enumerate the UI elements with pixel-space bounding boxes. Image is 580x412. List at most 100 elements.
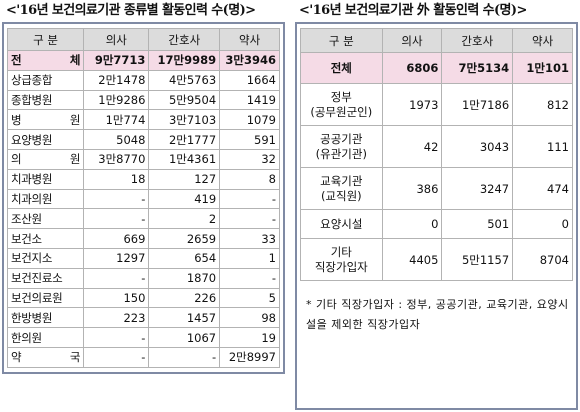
table-row: 상급종합 2만1478 4만5763 1664 bbox=[6, 69, 280, 91]
doctor-value: 1973 bbox=[381, 83, 443, 126]
pharmacist-value: 1 bbox=[219, 247, 280, 269]
row-label-sub: (공무원군인) bbox=[310, 104, 373, 119]
doctor-value: - bbox=[83, 327, 150, 348]
header-pharmacist: 약사 bbox=[512, 28, 573, 53]
pharmacist-value: 1079 bbox=[219, 109, 280, 131]
doctor-value: - bbox=[83, 188, 150, 210]
row-label: 공공기관 (유관기관) bbox=[300, 125, 383, 168]
nurse-value: 2 bbox=[148, 208, 221, 230]
pharmacist-value: 812 bbox=[512, 83, 573, 126]
row-label: 치과병원 bbox=[6, 168, 85, 190]
pharmacist-value: 111 bbox=[512, 125, 573, 168]
row-label: 종합병원 bbox=[6, 89, 85, 111]
row-label: 보건의료원 bbox=[6, 287, 85, 309]
pharmacist-value: 98 bbox=[219, 307, 280, 329]
table-row: 보건진료소 -1870- bbox=[6, 267, 280, 289]
doctor-value: 669 bbox=[83, 228, 150, 249]
doctor-value: 9만7713 bbox=[83, 50, 150, 71]
header-category: 구 분 bbox=[6, 28, 85, 51]
row-label-main: 정부 bbox=[330, 89, 352, 104]
right-table-box: 구 분 의사 간호사 약사 전체 6806 7만5134 1만101 정부 (공무… bbox=[295, 22, 578, 410]
row-label: 보건진료소 bbox=[6, 267, 85, 289]
footnote: * 기타 직장가입자 : 정부, 공공기관, 교육기관, 요양시설을 제외한 직… bbox=[306, 298, 569, 331]
doctor-value: - bbox=[83, 346, 150, 368]
header-doctor: 의사 bbox=[381, 28, 443, 53]
row-label: 요양시설 bbox=[300, 209, 383, 239]
pharmacist-value: 1만101 bbox=[512, 52, 573, 84]
row-label: 정부 (공무원군인) bbox=[300, 83, 383, 126]
right-table-title: <'16년 보건의료기관 外 활동인력 수(명)> bbox=[299, 3, 527, 18]
pharmacist-value: 5 bbox=[219, 287, 280, 309]
doctor-value: 150 bbox=[83, 287, 150, 309]
doctor-value: 18 bbox=[83, 168, 150, 190]
pharmacist-value: 8 bbox=[219, 168, 280, 190]
pharmacist-value: 1419 bbox=[219, 89, 280, 111]
row-label: 조산원 bbox=[6, 208, 85, 230]
table-row: 보건지소 1297 654 1 bbox=[6, 247, 280, 269]
pharmacist-value: 2만8997 bbox=[219, 346, 280, 368]
doctor-value: 223 bbox=[83, 307, 150, 329]
row-label-main: 기타 bbox=[330, 244, 352, 259]
table-row: 보건의료원 150 226 5 bbox=[6, 287, 280, 309]
table-row: 한방병원 223 1457 98 bbox=[6, 307, 280, 329]
pharmacist-value: 0 bbox=[512, 209, 573, 239]
nurse-value: 127 bbox=[148, 168, 221, 190]
doctor-value: - bbox=[83, 208, 150, 230]
pharmacist-value: - bbox=[219, 188, 280, 210]
row-label-sub: 직장가입자 bbox=[314, 259, 368, 274]
row-label: 보건소 bbox=[6, 228, 85, 249]
doctor-value: 5048 bbox=[83, 129, 150, 150]
nurse-value: 226 bbox=[148, 287, 221, 309]
left-table-title: <'16년 보건의료기관 종류별 활동인력 수(명)> bbox=[6, 3, 256, 18]
table-row: 조산원 -2- bbox=[6, 208, 280, 230]
pharmacist-value: 3만3946 bbox=[219, 50, 280, 71]
table-row: 교육기관 (교직원) 386 3247 474 bbox=[300, 167, 573, 210]
nurse-value: 2659 bbox=[148, 228, 221, 249]
table-row: 한의원 -1067 19 bbox=[6, 327, 280, 348]
table-row: 요양병원 5048 2만1777 591 bbox=[6, 129, 280, 150]
pharmacist-value: 591 bbox=[219, 129, 280, 150]
doctor-value: 1만9286 bbox=[83, 89, 150, 111]
table-row: 약 국 - -2만8997 bbox=[6, 346, 280, 368]
nurse-value: 3043 bbox=[441, 125, 514, 168]
pharmacist-value: 474 bbox=[512, 167, 573, 210]
doctor-value: 3만8770 bbox=[83, 148, 150, 170]
nurse-value: 1870 bbox=[148, 267, 221, 289]
nurse-value: 654 bbox=[148, 247, 221, 269]
nurse-value: 1만4361 bbox=[148, 148, 221, 170]
pharmacist-value: 32 bbox=[219, 148, 280, 170]
row-label: 교육기관 (교직원) bbox=[300, 167, 383, 210]
nurse-value: 1457 bbox=[148, 307, 221, 329]
row-label: 전체 bbox=[300, 52, 383, 84]
table-row: 의 원 3만8770 1만4361 32 bbox=[6, 148, 280, 170]
table-row: 종합병원 1만9286 5만9504 1419 bbox=[6, 89, 280, 111]
table-row: 공공기관 (유관기관) 42 3043 111 bbox=[300, 125, 573, 168]
row-label-sub: (유관기관) bbox=[315, 146, 367, 161]
nurse-value: 3247 bbox=[441, 167, 514, 210]
doctor-value: 386 bbox=[381, 167, 443, 210]
table-row: 정부 (공무원군인) 1973 1만7186 812 bbox=[300, 83, 573, 126]
left-table: 구 분 의사 간호사 약사 전 체 9만7713 17만9989 3만3946 … bbox=[6, 28, 280, 368]
header-nurse: 간호사 bbox=[441, 28, 514, 53]
header-nurse: 간호사 bbox=[148, 28, 221, 51]
table-row: 요양시설 0 501 0 bbox=[300, 209, 573, 239]
row-label-sub: (교직원) bbox=[320, 188, 362, 203]
nurse-value: - bbox=[148, 346, 221, 368]
right-table: 구 분 의사 간호사 약사 전체 6806 7만5134 1만101 정부 (공무… bbox=[300, 28, 573, 281]
row-label-main: 교육기관 bbox=[320, 173, 363, 188]
doctor-value: - bbox=[83, 267, 150, 289]
nurse-value: 7만5134 bbox=[441, 52, 514, 84]
nurse-value: 5만9504 bbox=[148, 89, 221, 111]
nurse-value: 2만1777 bbox=[148, 129, 221, 150]
pharmacist-value: - bbox=[219, 208, 280, 230]
pharmacist-value: - bbox=[219, 267, 280, 289]
table-row: 치과병원 18 127 8 bbox=[6, 168, 280, 190]
left-header-row: 구 분 의사 간호사 약사 bbox=[6, 28, 280, 51]
doctor-value: 0 bbox=[381, 209, 443, 239]
nurse-value: 5만1157 bbox=[441, 238, 514, 281]
pharmacist-value: 33 bbox=[219, 228, 280, 249]
doctor-value: 6806 bbox=[381, 52, 443, 84]
pharmacist-value: 1664 bbox=[219, 69, 280, 91]
row-label: 상급종합 bbox=[6, 69, 85, 91]
right-header-row: 구 분 의사 간호사 약사 bbox=[300, 28, 573, 53]
